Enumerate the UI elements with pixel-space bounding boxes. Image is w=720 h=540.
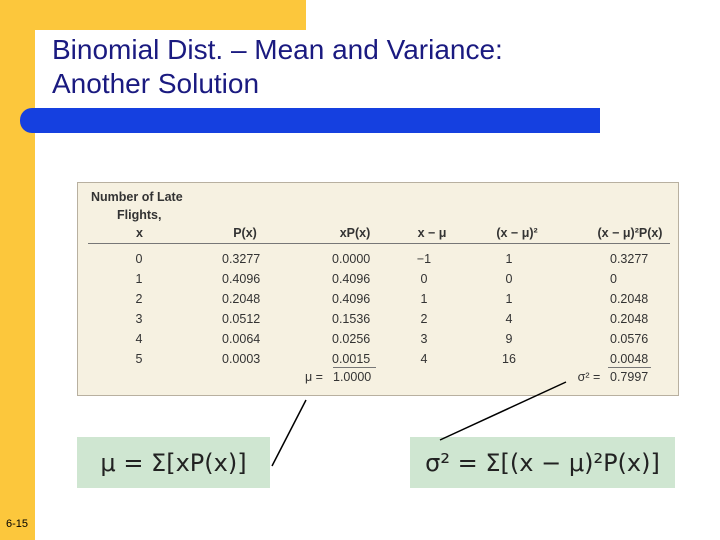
table-cell: 2 [135,292,143,306]
total-value: 0.7997 [610,370,649,384]
table-cell: 0.0064 [222,332,261,346]
table-cell: 2 [420,312,428,326]
table-cell: 0.0576 [610,332,649,346]
table-cell: 4 [420,352,428,366]
header-cell: x − μ [417,226,447,240]
title-line: Binomial Dist. – Mean and Variance: [52,34,503,65]
title-line: Another Solution [52,68,260,99]
table-cell: 0.0000 [332,252,371,266]
table-cell: 5 [135,352,143,366]
table-cell: 0.0015 [332,352,371,366]
table-cell: 0.2048 [610,312,649,326]
header-rule [88,243,670,244]
total-rule [608,367,651,368]
table-cell: 0.3277 [610,252,649,266]
total-rule [333,367,376,368]
table-cell: 16 [502,352,516,366]
table-cell: 1 [505,252,513,266]
table-cell: 0.0003 [222,352,261,366]
header-cell: x [136,226,143,240]
table-cell: 0 [610,272,617,286]
connector [439,381,567,441]
total-label: σ² = [577,370,601,384]
table-cell: 1 [420,292,428,306]
table-cell: 0 [135,252,143,266]
connector [271,399,307,467]
table-cell: 9 [505,332,513,346]
table-cell: −1 [416,252,432,266]
table-cell: 0.4096 [332,292,371,306]
accent-band [0,0,35,540]
total-label: μ = [305,370,323,384]
table-cell: 0.2048 [610,292,649,306]
table-cell: 0.0048 [610,352,649,366]
table-cell: 0.3277 [222,252,261,266]
header-cell: P(x) [233,226,257,240]
table-cell: 0.4096 [222,272,261,286]
table-cell: 0.0256 [332,332,371,346]
header-cell: xP(x) [339,226,371,240]
formula: μ = Σ[xP(x)] [77,437,270,488]
header-cell: Flights, [117,208,162,222]
table-cell: 1 [505,292,513,306]
table-cell: 1 [135,272,143,286]
total-value: 1.0000 [333,370,372,384]
table [77,182,679,396]
header-cell: Number of Late [91,190,183,204]
table-cell: 0.1536 [332,312,371,326]
title-area [35,30,600,108]
formula: σ² = Σ[(x − μ)²P(x)] [410,437,675,488]
header-cell: (x − μ)² [496,226,538,240]
table-cell: 4 [505,312,513,326]
table-cell: 0.4096 [332,272,371,286]
table-cell: 0 [505,272,513,286]
header-cell: (x − μ)²P(x) [597,226,663,240]
page-number: 6-15 [6,518,29,530]
table-cell: 0 [420,272,428,286]
table-cell: 0.2048 [222,292,261,306]
table-cell: 3 [135,312,143,326]
table-cell: 4 [135,332,143,346]
table-cell: 3 [420,332,428,346]
table-cell: 0.0512 [222,312,261,326]
title-bar [20,108,600,133]
